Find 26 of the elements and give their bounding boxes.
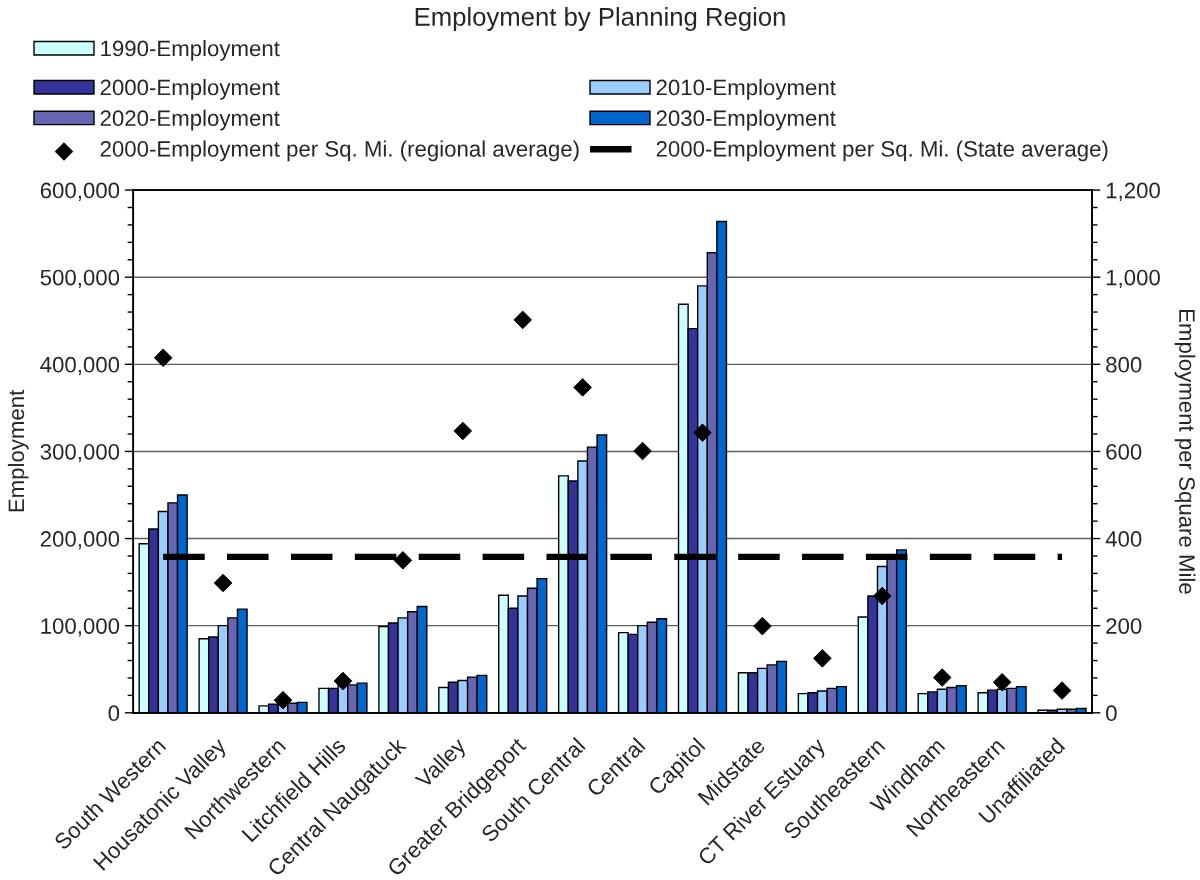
- legend-label: 2000-Employment per Sq. Mi. (regional average): [100, 140, 579, 162]
- y2-tick-label: 600: [1106, 443, 1142, 460]
- y-tick-label: 200,000: [40, 531, 120, 550]
- legend-label: 2020-Employment: [100, 109, 280, 131]
- legend-label: 2010-Employment: [656, 79, 836, 100]
- y-tick-label: 100,000: [41, 618, 120, 637]
- y2-tick-label: 1,000: [1106, 269, 1160, 289]
- y2-tick-label: 0: [1106, 705, 1117, 722]
- y2-axis-title: Employment per Square Mile: [1174, 310, 1196, 594]
- y2-tick-label: 400: [1105, 531, 1142, 547]
- legend-label: 1990-Employment: [101, 40, 280, 61]
- legend-label: 2000-Employment per Sq. Mi. (State average): [656, 140, 1108, 162]
- y-axis-title: Employment: [7, 389, 29, 512]
- y-tick-label: 600,000: [40, 182, 120, 201]
- y-tick-label: 0: [108, 705, 120, 722]
- y2-tick-label: 1,200: [1106, 182, 1160, 201]
- y-tick-label: 500,000: [40, 269, 120, 289]
- legend-label: 2000-Employment: [100, 79, 280, 100]
- chart-title: Employment by Planning Region: [415, 7, 785, 31]
- y-tick-label: 300,000: [40, 443, 120, 463]
- y2-tick-label: 200: [1106, 618, 1142, 634]
- y2-tick-label: 800: [1106, 356, 1142, 373]
- y-tick-label: 400,000: [40, 356, 120, 376]
- point: [633, 441, 652, 461]
- legend-label: 2030-Employment: [656, 109, 836, 131]
- point: [932, 668, 952, 687]
